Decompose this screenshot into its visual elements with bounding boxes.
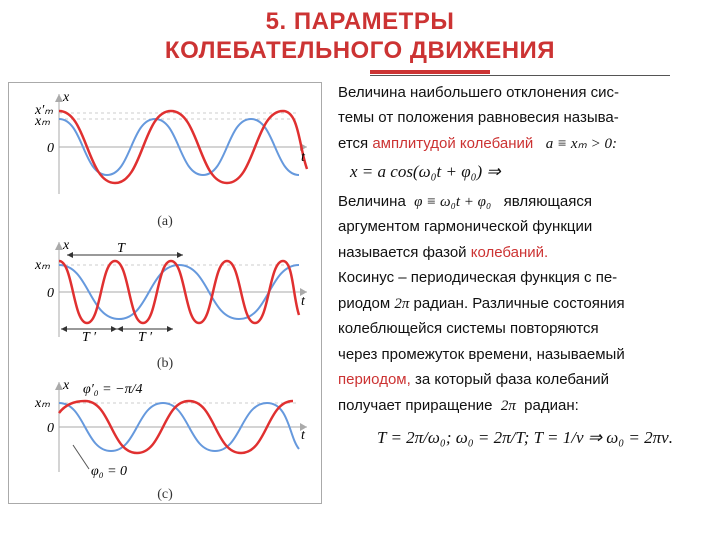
p2c-pre: называется фазой xyxy=(338,244,471,261)
p2a-post: являющаяся xyxy=(500,193,592,210)
svg-text:x: x xyxy=(62,90,70,105)
svg-text:T ′: T ′ xyxy=(138,330,153,345)
svg-text:x: x xyxy=(62,378,70,393)
svg-text:(c): (c) xyxy=(157,487,173,502)
p1b: темы от положения равновесия называ- xyxy=(338,107,712,130)
p1c-pre: ется xyxy=(338,135,372,152)
oscillation-charts: 0 xₘ x′ₘ x t (a) xyxy=(8,82,322,504)
svg-text:0: 0 xyxy=(47,421,54,436)
two-pi-2: 2π xyxy=(501,398,516,414)
svg-text:0: 0 xyxy=(47,141,54,156)
p2c-red: колебаний. xyxy=(471,244,548,261)
p3a: Косинус – периодическая функция с пе- xyxy=(338,267,712,290)
phi-formula: φ ≡ ω₀t + φ₀ xyxy=(414,194,491,210)
p1a: Величина наибольшего отклонения сис- xyxy=(338,82,712,105)
svg-text:x′ₘ: x′ₘ xyxy=(34,103,53,118)
p3f-pre: получает приращение xyxy=(338,397,497,414)
figure-column: 0 xₘ x′ₘ x t (a) xyxy=(8,82,320,504)
svg-text:(b): (b) xyxy=(157,356,174,371)
title-1: 5. ПАРАМЕТРЫ xyxy=(266,8,455,35)
amp-formula: a ≡ xₘ > 0: xyxy=(546,136,617,152)
title-2: КОЛЕБАТЕЛЬНОГО ДВИЖЕНИЯ xyxy=(165,37,555,64)
p3c: колеблющейся системы повторяются xyxy=(338,318,712,341)
svg-text:xₘ: xₘ xyxy=(34,258,50,273)
svg-text:φ′₀ = −π/4: φ′₀ = −π/4 xyxy=(83,382,142,397)
p3f-post: радиан: xyxy=(520,397,579,414)
p1c-red: амплитудой колебаний xyxy=(372,135,537,152)
p3b-pre: риодом xyxy=(338,295,394,312)
svg-text:x: x xyxy=(62,238,70,253)
p2b: аргументом гармонической функции xyxy=(338,216,712,239)
svg-text:xₘ: xₘ xyxy=(34,396,50,411)
p2a-pre: Величина xyxy=(338,193,410,210)
svg-text:(a): (a) xyxy=(157,214,173,229)
svg-text:T ′: T ′ xyxy=(82,330,97,345)
final-formula: T = 2π/ω₀; ω₀ = 2π/T; T = 1/ν ⇒ ω₀ = 2πν… xyxy=(377,428,673,447)
svg-text:0: 0 xyxy=(47,286,54,301)
heading-rule xyxy=(370,70,670,76)
svg-text:φ₀ = 0: φ₀ = 0 xyxy=(91,464,127,479)
p3e-red: периодом, xyxy=(338,371,411,388)
svg-text:T: T xyxy=(117,241,126,256)
p3d: через промежуток времени, называемый xyxy=(338,344,712,367)
two-pi-1: 2π xyxy=(394,296,409,312)
text-column: Величина наибольшего отклонения сис- тем… xyxy=(320,82,712,504)
p3e-post: за который фаза колебаний xyxy=(411,371,609,388)
eq1: x = a cos(ω₀t + φ₀) ⇒ xyxy=(350,162,501,181)
p3b-post: радиан. Различные состояния xyxy=(409,295,624,312)
